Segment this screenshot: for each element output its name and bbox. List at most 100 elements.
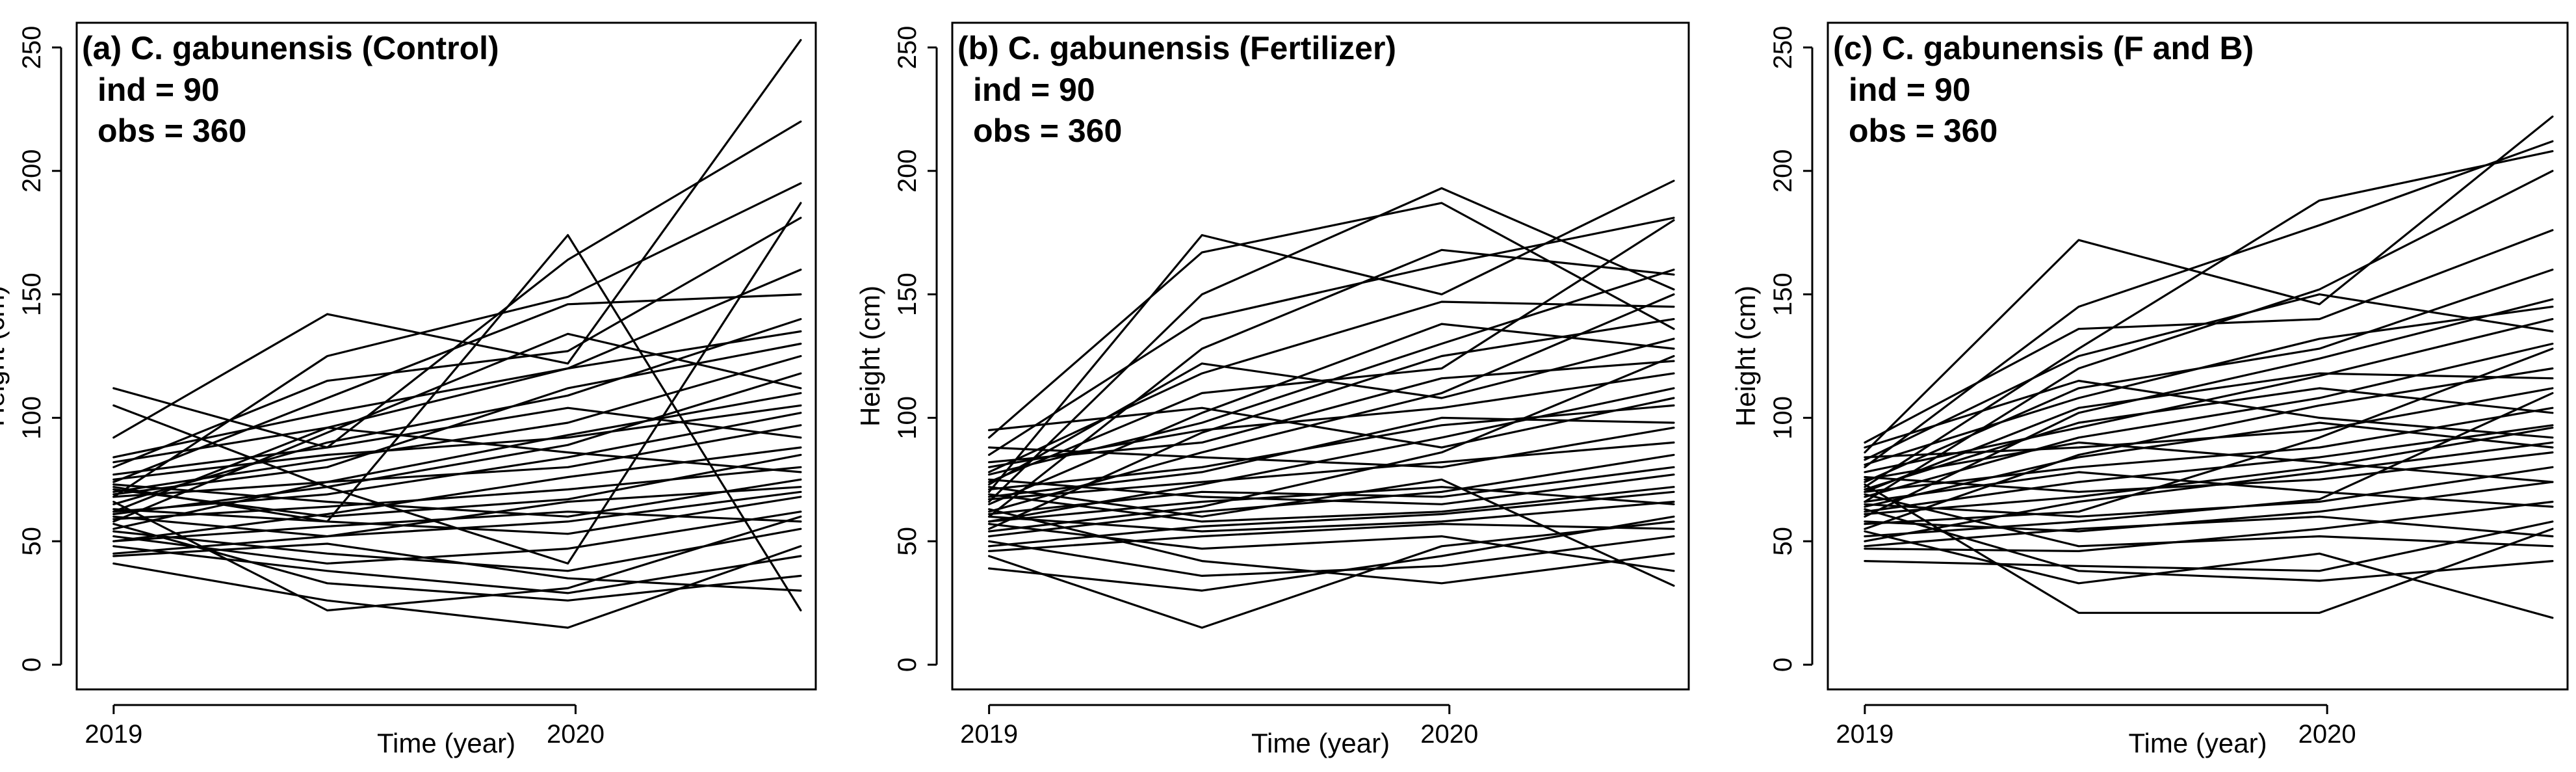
y-tick-label: 100 [18,396,46,440]
plot-frame [1827,21,2569,691]
series-line-ind-c22 [1864,493,2554,548]
series-line-ind-a34 [112,342,802,496]
series-line-ind-c01 [1864,115,2554,454]
series-line-ind-c15 [1864,451,2554,493]
series-line-ind-b33 [987,486,1675,523]
series-line-ind-b27 [987,416,1675,498]
series-line-ind-a13 [112,392,802,530]
series-line-ind-a25 [112,500,802,612]
y-tick-label: 200 [18,149,46,193]
series-line-ind-c31 [1864,426,2554,516]
y-tick-label: 50 [1769,527,1797,556]
series-line-ind-b03 [987,187,1675,503]
series-line-ind-a22 [112,496,802,535]
series-line-ind-b35 [987,338,1675,486]
series-line-ind-b23 [987,522,1675,572]
y-axis-title: Height (cm) [855,286,885,427]
series-line-ind-b12 [987,404,1675,491]
series-line-ind-b02 [987,202,1675,439]
x-axis: 2019 2020 [960,704,1478,749]
series-line-ind-c23 [1864,520,2554,572]
series-line-ind-a08 [112,293,802,483]
x-tick-label: 2019 [1836,720,1893,749]
series-line-ind-b26 [987,354,1675,533]
series-line-ind-a35 [112,372,802,516]
series-line-ind-b01 [987,180,1675,493]
series-line-ind-a30 [112,426,802,473]
series-line-ind-a17 [112,424,802,498]
x-axis-title: Time (year) [1251,728,1390,758]
series-line-ind-b34 [987,486,1675,523]
panel-title: (b) C. gabunensis (Fertilizer) [957,30,1396,66]
y-tick-label: 50 [893,527,922,556]
series-line-ind-b21 [987,535,1675,578]
series-line-ind-a32 [112,511,802,542]
series-line-ind-c14 [1864,441,2554,542]
y-tick-label: 150 [893,273,922,316]
series-line-ind-b24 [987,515,1675,592]
panel-annotation: ind = 90 [1849,72,1971,108]
y-tick-label: 100 [893,396,922,440]
series-line-ind-c11 [1864,387,2554,459]
series-line-ind-c13 [1864,424,2554,513]
series-line-ind-c27 [1864,379,2554,449]
panel-3: 0 50 100 150 200 250 2019 2020 Time (year) Height… [1730,21,2569,758]
series-line-ind-c07 [1864,298,2554,518]
series-line-ind-b06 [987,300,1675,473]
series-line-ind-b05 [987,248,1675,518]
series-line-ind-c05 [1864,229,2554,444]
series-line-ind-b11 [987,293,1675,513]
series-line-ind-c26 [1864,347,2554,526]
series-line-ind-b17 [987,473,1675,505]
series-line-ind-b32 [987,397,1675,449]
series-line-ind-c24 [1864,306,2554,466]
panels: 0 50 100 150 200 250 2019 2020 Time (year) Height… [0,21,2569,758]
trajectory-lines [1864,115,2554,619]
y-axis: 0 50 100 150 200 250 [893,26,938,672]
trajectory-lines [987,180,1675,629]
x-tick-label: 2019 [85,720,142,749]
series-line-ind-c25 [1864,387,2554,491]
x-axis-title: Time (year) [377,728,515,758]
series-line-ind-c18 [1864,500,2554,553]
y-tick-label: 0 [18,658,46,672]
y-tick-label: 200 [1769,149,1797,193]
trajectory-lines [112,38,802,629]
panel-annotation: ind = 90 [98,72,220,108]
series-line-ind-a12 [112,354,802,493]
series-line-ind-a09 [112,318,802,505]
series-line-ind-b08 [987,323,1675,505]
series-line-ind-b15 [987,441,1675,501]
series-line-ind-c03 [1864,140,2554,468]
series-line-ind-a24 [112,522,802,602]
series-line-ind-c32 [1864,293,2554,461]
series-line-ind-c10 [1864,367,2554,530]
panel-1: 0 50 100 150 200 250 2019 2020 Time (year) Height… [0,21,817,758]
series-line-ind-a10 [112,332,802,523]
x-tick-label: 2020 [547,720,605,749]
y-tick-label: 50 [18,527,46,556]
series-line-ind-b20 [987,520,1675,629]
series-line-ind-a27 [112,527,802,572]
series-line-ind-c20 [1864,508,2554,582]
series-line-ind-b04 [987,217,1675,457]
series-line-ind-a29 [112,490,802,538]
series-line-ind-c35 [1864,421,2554,508]
y-tick-label: 100 [1769,396,1797,440]
series-line-ind-a05 [112,202,802,565]
series-line-ind-a06 [112,217,802,468]
x-tick-label: 2020 [1420,720,1478,749]
series-line-ind-c33 [1864,515,2554,548]
panel-annotation: obs = 360 [1849,113,1997,149]
y-tick-label: 200 [893,149,922,193]
x-axis: 2019 2020 [85,704,605,749]
y-tick-label: 150 [18,273,46,316]
series-line-ind-a33 [112,542,802,592]
series-line-ind-c09 [1864,342,2554,498]
y-axis: 0 50 100 150 200 250 [1769,26,1814,672]
panel-annotation: ind = 90 [973,72,1095,108]
x-axis-title: Time (year) [2128,728,2267,758]
series-line-ind-a04 [112,182,802,498]
series-line-ind-a28 [112,453,802,518]
